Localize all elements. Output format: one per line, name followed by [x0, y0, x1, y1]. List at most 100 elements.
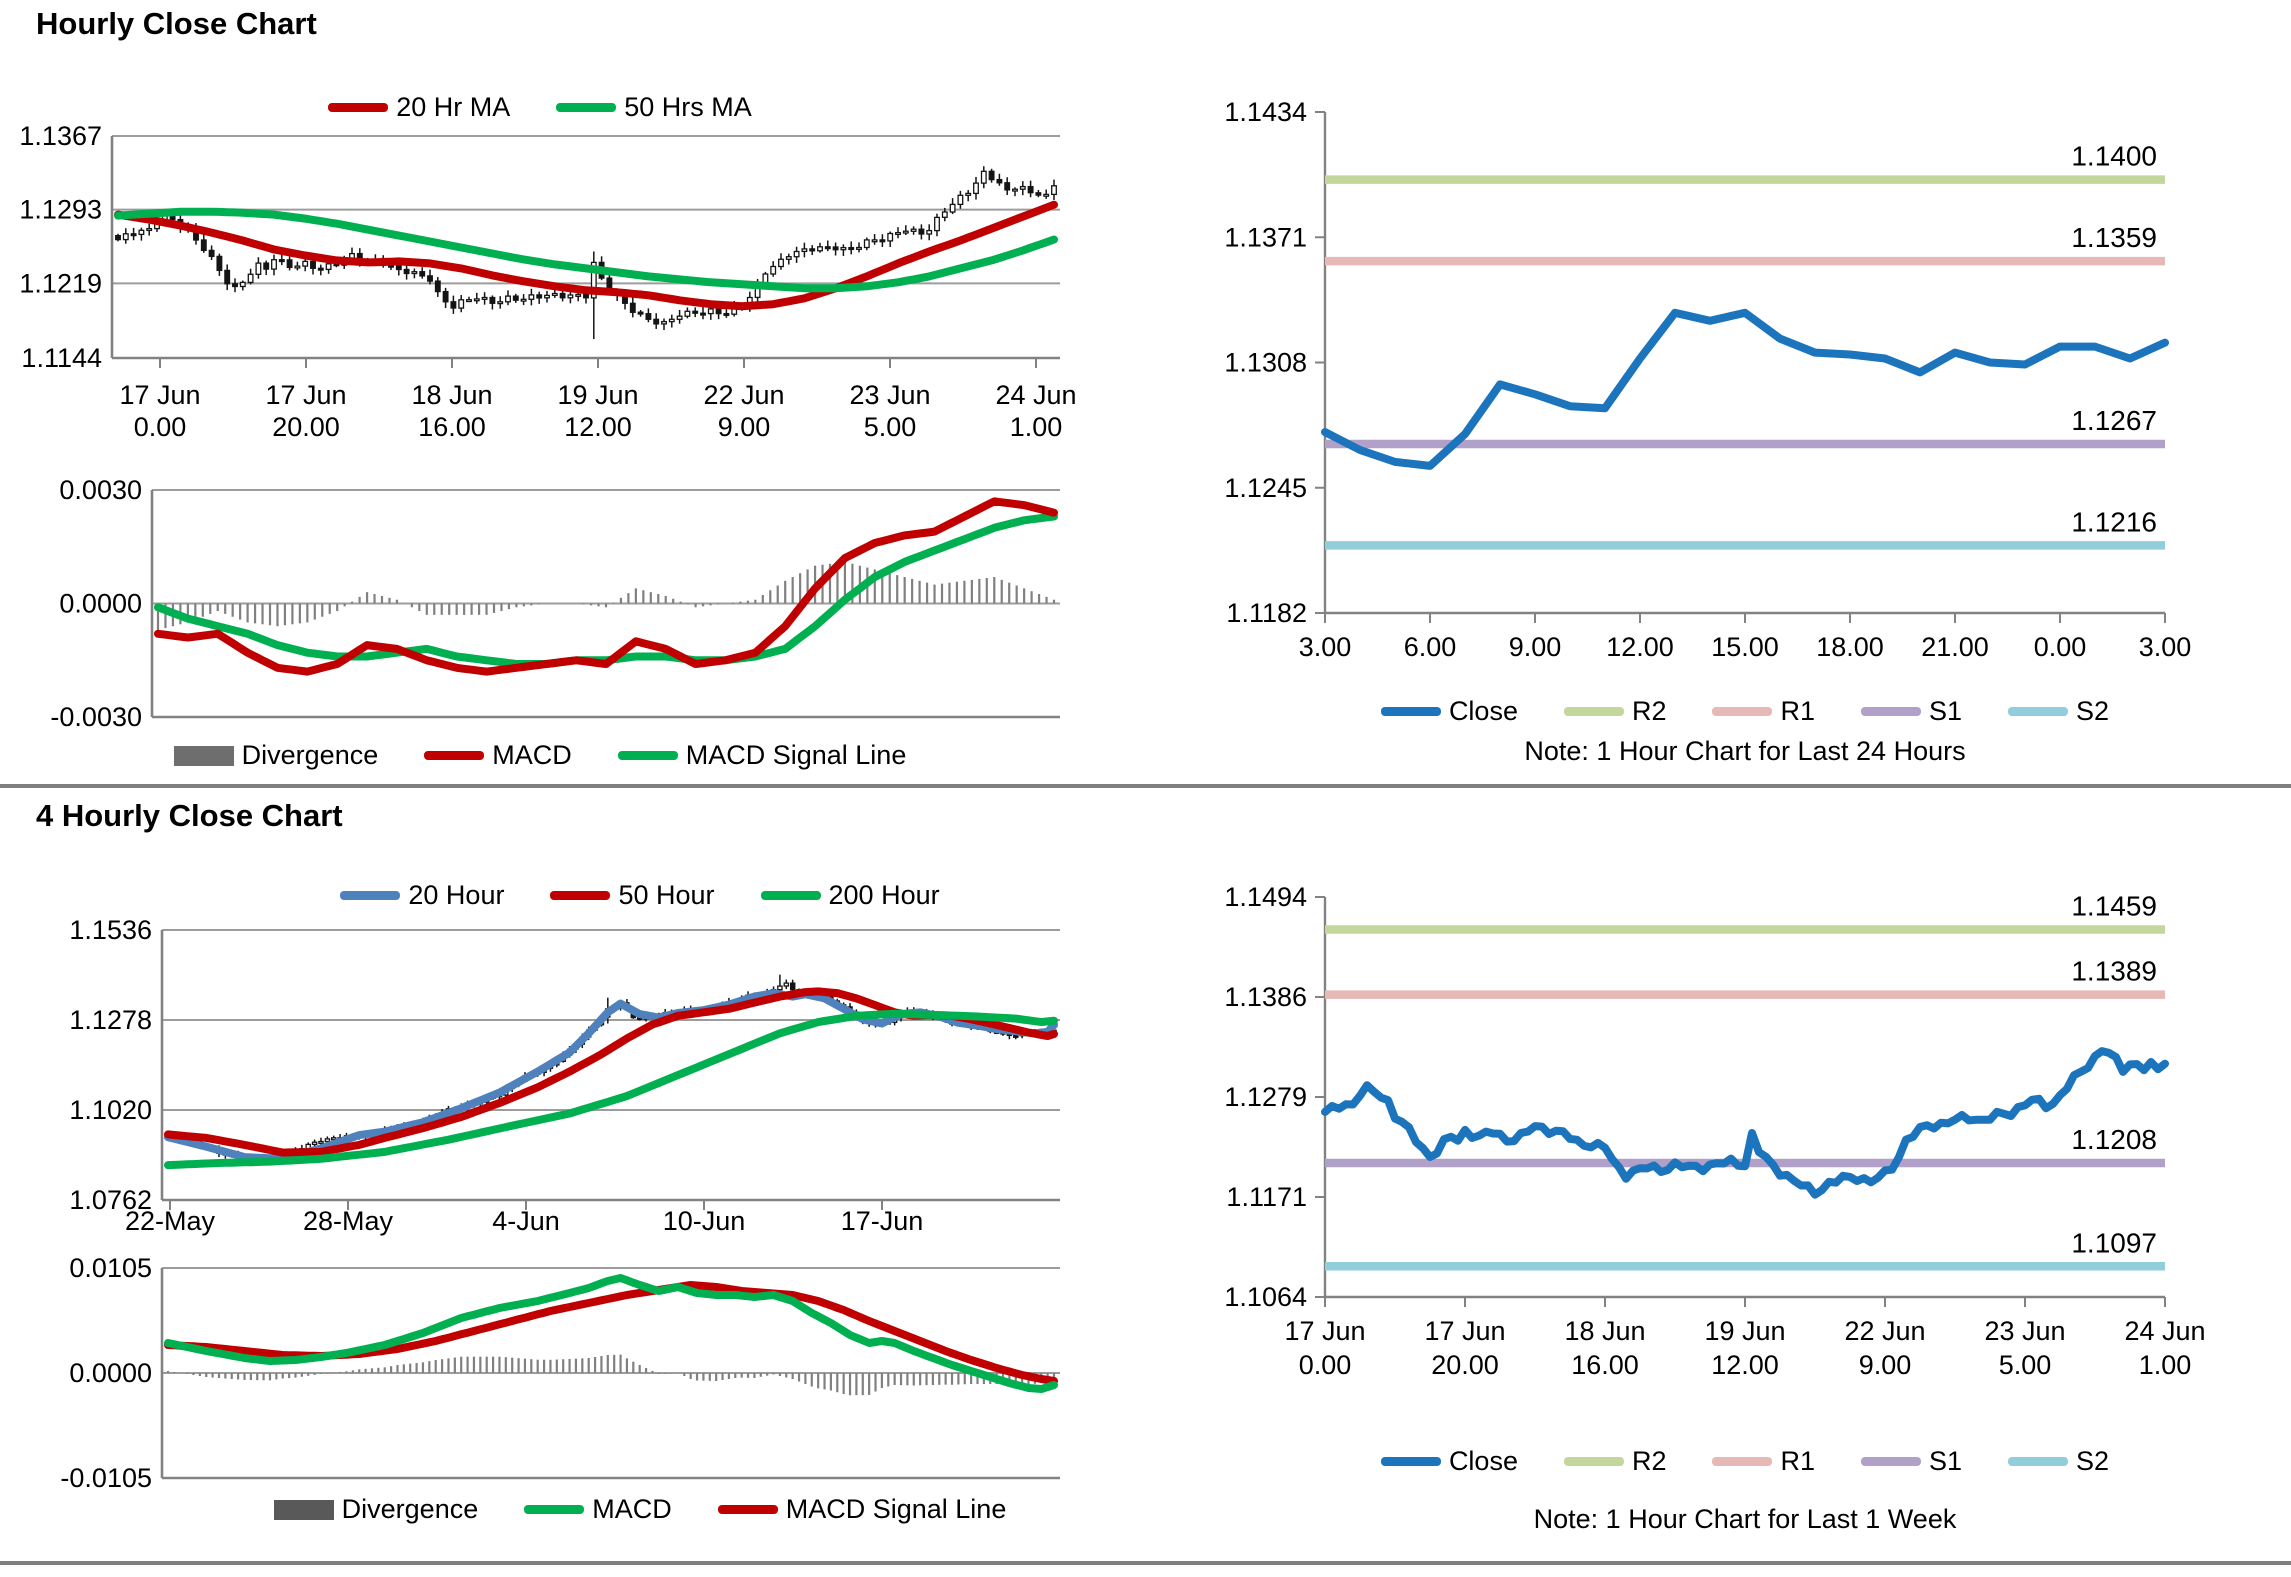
candle-body: [973, 182, 979, 195]
x-axis-label: 28-May: [303, 1206, 394, 1236]
candle-body: [879, 239, 886, 243]
x-axis-label: 16.00: [1571, 1350, 1639, 1380]
candle-body: [1019, 185, 1026, 190]
candle-body: [668, 318, 675, 323]
y-axis-label: 1.0762: [69, 1185, 152, 1215]
y-axis-label: 1.1278: [69, 1005, 152, 1035]
x-axis-label: 9.00: [718, 412, 771, 442]
candle-body: [458, 299, 465, 309]
candle-body: [330, 1137, 337, 1141]
legend-item-s2: S2: [2008, 696, 2109, 727]
candle-body: [403, 268, 410, 275]
y-axis-label: 1.1536: [69, 915, 152, 945]
legend-swatch-icon: [328, 103, 389, 112]
legend-label: R2: [1631, 1446, 1667, 1476]
x-axis-label: 22-May: [125, 1206, 216, 1236]
y-axis-label: 1.1182: [1226, 598, 1307, 628]
candle-body: [278, 259, 285, 263]
legend-label: 20 Hour: [408, 880, 505, 910]
legend-swatch-icon: [340, 891, 401, 900]
x-axis-label: 3.00: [1299, 632, 1352, 662]
hourly-close-chart-title: Hourly Close Chart: [36, 6, 317, 41]
legend-label: Close: [1448, 1446, 1518, 1476]
legend-label: Close: [1448, 696, 1518, 726]
candle-body: [700, 312, 706, 316]
candle-body: [489, 296, 496, 304]
candle-body: [863, 239, 870, 249]
y-axis-label: 1.1144: [21, 343, 102, 373]
candle-body: [411, 271, 418, 275]
candle-body: [224, 269, 231, 285]
x-axis-label: 5.00: [1999, 1350, 2052, 1380]
candle-body: [590, 261, 597, 299]
x-axis-label: 16.00: [418, 412, 486, 442]
candle-body: [934, 216, 940, 232]
legend-item-macd: MACD: [424, 740, 572, 771]
legend-label: Divergence: [341, 1494, 479, 1524]
candle-body: [302, 260, 309, 267]
candle-body: [419, 271, 426, 277]
x-axis-label: 18 Jun: [1564, 1316, 1645, 1346]
candle-body: [965, 192, 972, 196]
legend-label: S1: [1929, 696, 1963, 726]
candle-body: [559, 292, 566, 299]
candle-body: [434, 280, 441, 293]
level-label-r1: 1.1389: [2071, 956, 2157, 987]
legend-swatch-icon: [1861, 1457, 1921, 1466]
candle-body: [957, 194, 964, 206]
candle-body: [629, 302, 636, 313]
candle-body: [926, 229, 933, 235]
candle-body: [1043, 193, 1050, 197]
candle-body: [996, 178, 1003, 184]
legend-swatch-icon: [2008, 707, 2069, 716]
section-divider: [0, 784, 2291, 788]
x-axis-label: 0.00: [2034, 632, 2087, 662]
legend-item-s2: S2: [2008, 1446, 2109, 1477]
x-axis-label: 0.00: [134, 412, 187, 442]
candle-body: [208, 249, 215, 258]
x-axis-label: 9.00: [1509, 632, 1562, 662]
x-axis-label: 1.00: [2139, 1350, 2192, 1380]
candle-body: [887, 232, 894, 242]
x-axis-label: 22 Jun: [1844, 1316, 1925, 1346]
x-axis-label: 21.00: [1921, 632, 1989, 662]
candle-body: [473, 298, 480, 302]
legend-label: R1: [1780, 1446, 1815, 1476]
x-axis-label: 20.00: [272, 412, 340, 442]
candle-body: [294, 265, 301, 269]
legend-swatch-icon: [173, 745, 234, 766]
legend-label: MACD: [592, 1494, 672, 1524]
level-label-r2: 1.1459: [2071, 891, 2157, 922]
x-axis-label: 17 Jun: [265, 380, 346, 410]
candle-body: [317, 267, 324, 271]
candle-body: [583, 293, 589, 299]
legend-swatch-icon: [1380, 707, 1441, 716]
y-axis-label: 1.1279: [1224, 1082, 1307, 1112]
candle-body: [528, 294, 535, 300]
candle-body: [645, 313, 652, 320]
candle-body: [138, 229, 145, 236]
legend-swatch-icon: [1380, 1457, 1441, 1466]
legend-item-macd: MACD: [524, 1494, 672, 1525]
legend-item-macd-signal-line: MACD Signal Line: [617, 740, 906, 771]
legend-label: R1: [1780, 696, 1815, 726]
candle-body: [271, 259, 277, 270]
legend-swatch-icon: [273, 1499, 334, 1520]
legend-swatch-icon: [550, 891, 611, 900]
legend-item-r1: R1: [1712, 696, 1815, 727]
x-axis-label: 10-Jun: [663, 1206, 746, 1236]
level-label-r1: 1.1359: [2071, 222, 2157, 253]
legend-label: S1: [1929, 1446, 1963, 1476]
candle-body: [232, 283, 238, 288]
candle-body: [427, 275, 433, 282]
sr-24h-legend: Close R2 R1 S1 S2: [1325, 696, 2165, 727]
ma-line-50-hrs-ma: [114, 207, 1058, 293]
candle-body: [169, 215, 176, 221]
legend-item-50-hour: 50 Hour: [550, 880, 715, 911]
four-hourly-close-chart-title: 4 Hourly Close Chart: [36, 798, 343, 833]
legend-item-r2: R2: [1563, 1446, 1667, 1477]
legend-label: Divergence: [241, 740, 379, 770]
candle-body: [263, 262, 270, 270]
legend-item-20-hr-ma: 20 Hr MA: [328, 92, 510, 123]
